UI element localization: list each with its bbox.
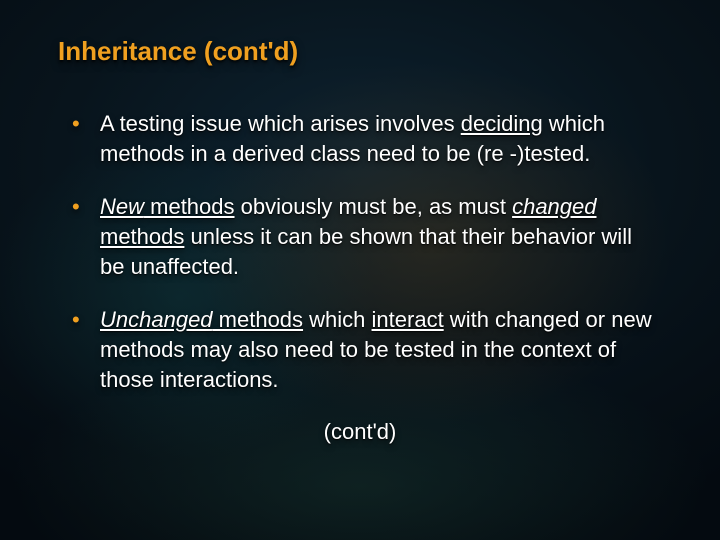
text-run: obviously must be, as must xyxy=(235,194,513,219)
text-run: changed xyxy=(512,194,596,219)
text-run: New xyxy=(100,194,144,219)
bullet-list: A testing issue which arises involves de… xyxy=(58,109,662,395)
text-run: A testing issue which arises involves xyxy=(100,111,461,136)
slide-title: Inheritance (cont'd) xyxy=(58,36,662,67)
text-run: Unchanged xyxy=(100,307,213,332)
slide-footer: (cont'd) xyxy=(58,419,662,445)
bullet-item: Unchanged methods which interact with ch… xyxy=(72,305,662,394)
text-run: methods xyxy=(144,194,235,219)
bullet-item: A testing issue which arises involves de… xyxy=(72,109,662,168)
slide: Inheritance (cont'd) A testing issue whi… xyxy=(0,0,720,540)
text-run: methods xyxy=(100,224,184,249)
text-run: interact xyxy=(372,307,444,332)
text-run: which xyxy=(303,307,371,332)
bullet-item: New methods obviously must be, as must c… xyxy=(72,192,662,281)
text-run: deciding xyxy=(461,111,543,136)
text-run: methods xyxy=(213,307,304,332)
